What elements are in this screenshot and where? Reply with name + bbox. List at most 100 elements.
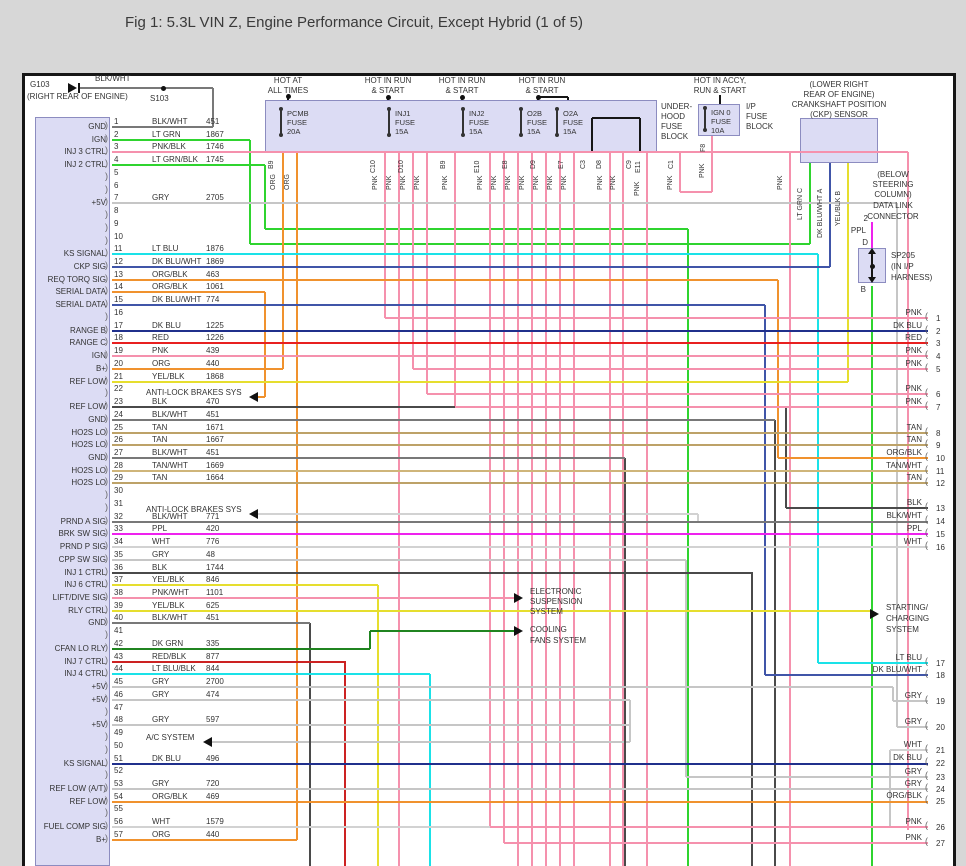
wire-color-label: TAN xyxy=(152,435,168,444)
wire-color-label: LT BLU xyxy=(152,244,179,253)
wire-color-label: GRY xyxy=(152,715,170,724)
wire-circuit-number: 1101 xyxy=(206,588,224,597)
rotated-wire-label: C3 xyxy=(580,160,587,169)
pin-number: 31 xyxy=(114,499,123,508)
pin-number: 18 xyxy=(936,671,945,680)
wire-row-21 xyxy=(112,381,848,383)
pin-function-label: INJ 1 CTRL xyxy=(64,568,106,577)
pin-number: 4 xyxy=(114,155,119,164)
wire-segment xyxy=(592,117,640,119)
pin-notch: ) xyxy=(105,145,108,155)
pin-function-label: +5V xyxy=(91,720,106,729)
o2b-fuse-dot xyxy=(519,133,523,137)
pin-notch: ) xyxy=(105,184,108,194)
abs-arrow-1 xyxy=(249,392,258,402)
rotated-wire-label: B9 xyxy=(440,160,447,169)
diagram-text: 2 xyxy=(863,214,868,223)
pin-number: 21 xyxy=(114,372,123,381)
wire-row-right-17 xyxy=(818,662,928,664)
rotated-wire-label: PNK xyxy=(597,175,604,190)
pin-notch: ( xyxy=(925,464,928,474)
wire-segment xyxy=(309,623,311,866)
wire-row-right-18 xyxy=(765,674,928,676)
pin-function-label: GND xyxy=(88,453,106,462)
wire-row-44 xyxy=(112,673,430,675)
pin-notch: ( xyxy=(925,400,928,410)
pin-notch: ) xyxy=(105,591,108,601)
ign0-fuse-dot xyxy=(703,128,707,132)
wire-color-label: GRY xyxy=(904,767,922,776)
wire-circuit-number: 451 xyxy=(206,117,220,126)
wire-segment xyxy=(264,292,266,397)
wire-color-label: GRY xyxy=(152,779,170,788)
wire-row-15 xyxy=(112,304,765,306)
inj1-fuse xyxy=(388,108,390,136)
pin-function-label: INJ 3 CTRL xyxy=(64,147,106,156)
pin-notch: ) xyxy=(105,769,108,779)
pin-function-label: HO2S LO xyxy=(71,478,106,487)
wire-row-48 xyxy=(112,724,630,726)
pin-number: 51 xyxy=(114,754,123,763)
inj1-fuse-dot xyxy=(387,133,391,137)
wire-segment xyxy=(591,118,593,152)
diagram-text: BLOCK xyxy=(746,122,774,131)
rotated-wire-label: PNK xyxy=(777,175,784,190)
wire-color-label: BLK xyxy=(906,498,922,507)
pin-notch: ) xyxy=(105,527,108,537)
rotated-wire-label: DK BLU/WHT A xyxy=(817,188,824,238)
inj1-fuse-label: 15A xyxy=(395,127,409,136)
wire-segment xyxy=(78,83,80,93)
pin-function-label: B+ xyxy=(95,835,106,844)
wire-segment xyxy=(249,140,251,244)
wire-row-42 xyxy=(112,648,370,650)
pin-notch: ) xyxy=(105,706,108,716)
wire-color-label: DK BLU xyxy=(893,321,922,330)
wire-row-right-6 xyxy=(427,393,928,395)
wire-row-26 xyxy=(112,444,928,446)
junction-dot xyxy=(460,95,465,100)
wire-circuit-number: 469 xyxy=(206,792,220,801)
pin-number: 43 xyxy=(114,652,123,661)
wire-row-right-21 xyxy=(890,749,928,751)
pin-notch: ) xyxy=(105,566,108,576)
pin-notch: ) xyxy=(105,540,108,550)
diagram-text: SP205 xyxy=(891,251,916,260)
pin-number: 52 xyxy=(114,766,123,775)
pin-function-label: REF LOW (A/T) xyxy=(49,784,106,793)
pin-function-label: +5V xyxy=(91,695,106,704)
wire-row-12 xyxy=(112,266,830,268)
wire-color-label: DK BLU xyxy=(152,321,181,330)
wire-color-label: GRY xyxy=(152,550,170,559)
pin-notch: ( xyxy=(925,387,928,397)
wire-segment xyxy=(253,396,265,398)
ign0-fuse xyxy=(704,107,706,131)
wire-row-4 xyxy=(112,164,265,166)
wire-color-label: PNK xyxy=(905,384,922,393)
wire-row-3 xyxy=(112,151,908,153)
diagram-frame xyxy=(22,73,25,866)
rotated-wire-label: PNK xyxy=(477,175,484,190)
diagram-text: FUSE xyxy=(746,112,768,121)
pin-notch: ) xyxy=(105,731,108,741)
pin-number: 27 xyxy=(114,448,123,457)
pin-number: 2 xyxy=(936,327,941,336)
diagram-text: UNDER- xyxy=(661,102,693,111)
diagram-text: CRANKSHAFT POSITION xyxy=(791,100,887,109)
pin-function-label: HO2S LO xyxy=(71,428,106,437)
pin-number: 56 xyxy=(114,817,123,826)
wire-circuit-number: 1746 xyxy=(206,142,224,151)
rotated-wire-label: E8 xyxy=(502,160,509,169)
pin-number: 22 xyxy=(114,384,123,393)
pin-function-label: SERIAL DATA xyxy=(55,300,106,309)
pin-number: 27 xyxy=(936,839,945,848)
rotated-wire-label: D8 xyxy=(596,160,603,169)
wire-segment xyxy=(545,152,547,866)
wire-color-label: BLK/WHT xyxy=(152,117,188,126)
pin-function-label: GND xyxy=(88,618,106,627)
pin-notch: ( xyxy=(925,720,928,730)
rotated-wire-label: PNK xyxy=(491,175,498,190)
diagram-frame xyxy=(953,73,956,866)
diagram-text: ALL TIMES xyxy=(267,86,309,95)
pin-number: 9 xyxy=(936,441,941,450)
o2b-fuse-label: 15A xyxy=(527,127,541,136)
